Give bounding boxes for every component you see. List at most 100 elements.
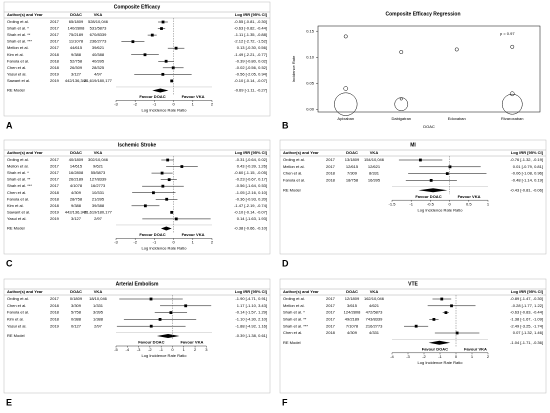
summary-label: -0.38 [-0.66, -0.10] <box>234 226 267 231</box>
study-author: Shah et al. * <box>7 170 29 175</box>
study-year: 2018 <box>50 303 60 308</box>
x-tick-label: -1 <box>153 240 157 245</box>
ci-label: -0.23 [-0.67, 0.17] <box>235 177 267 182</box>
ci-label: 0.13 [-0.30, 0.56] <box>237 45 267 50</box>
study-year: 2019 <box>50 78 60 83</box>
estimate-square <box>440 297 444 301</box>
study-year: 2018 <box>326 330 336 335</box>
column-header: Log IRR [95% CI] <box>511 150 544 155</box>
study-year: 2017 <box>326 157 336 162</box>
study-author: Fanola et al. <box>7 310 29 315</box>
panel-letter: A <box>6 120 13 130</box>
doac-events: 75/2189 <box>69 32 84 37</box>
doac-events: 0/1809 <box>70 296 83 301</box>
estimate-square <box>170 210 174 214</box>
chart-title: Composite Efficacy Regression <box>385 11 460 17</box>
summary-diamond <box>160 226 172 231</box>
doac-events: 14/615 <box>70 164 83 169</box>
panel-title: Ischemic Stroke <box>118 142 157 148</box>
ci-label: 0.07 [-1.32, 1.46] <box>513 330 543 335</box>
study-author: Ording et al. <box>283 296 305 301</box>
x-tick-label: -4 <box>390 354 394 359</box>
bubble <box>343 86 349 91</box>
vka-events: 16/395 <box>368 177 381 182</box>
doac-events: 3/309 <box>71 303 82 308</box>
x-tick-label: -3 <box>114 102 118 107</box>
ci-label: -0.63 [-0.83, -0.44] <box>510 310 543 315</box>
x-tick-label: 1 <box>183 347 186 352</box>
x-tick-label: -3 <box>137 347 141 352</box>
summary-name: RE Model <box>7 226 25 231</box>
y-tick-label: 0.05 <box>306 80 315 85</box>
study-author: Kim et al. <box>7 316 24 321</box>
y-tick-label: 0.00 <box>306 106 315 111</box>
column-header: Author(s) and Year <box>283 150 319 155</box>
x-tick-label: Apixaban <box>337 116 354 121</box>
estimate-square <box>160 27 163 30</box>
study-author: Fanola et al. <box>283 177 305 182</box>
ci-label: -0.28 [-1.77, 1.22] <box>511 303 543 308</box>
summary-label: -0.43 [-0.81, -0.06] <box>510 187 543 192</box>
vka-events: 21,619/180,177 <box>84 78 113 83</box>
x-tick-label: 2 <box>194 347 197 352</box>
favour-right: Favour VKA <box>182 232 205 237</box>
study-author: Fanola et al. <box>7 196 29 201</box>
study-author: Chen et al. <box>7 190 26 195</box>
x-tick-label: -0.5 <box>427 201 435 206</box>
column-header: Log IRR [95% CI] <box>235 12 268 17</box>
ci-label: -1.05 [-2.16, 0.10] <box>235 190 267 195</box>
column-header: Author(s) and Year <box>283 289 319 294</box>
ci-label: -1.38 [-1.67, -1.09] <box>510 316 543 321</box>
vka-events: 1/331 <box>93 303 104 308</box>
ci-label: -1.10 [-4.30, 2.10] <box>235 316 267 321</box>
x-tick-label: -1 <box>438 354 442 359</box>
study-year: 2017 <box>50 45 60 50</box>
doac-events: 4/309 <box>347 330 358 335</box>
study-year: 2017 <box>50 157 60 162</box>
study-year: 2018 <box>50 52 60 57</box>
doac-events: 13/1809 <box>345 157 360 162</box>
column-header: Log IRR [95% CI] <box>235 150 268 155</box>
vka-events: 28/325 <box>92 65 105 70</box>
study-year: 2018 <box>50 316 60 321</box>
vka-events: 4/621 <box>369 303 380 308</box>
favour-right: Favour VKA <box>464 346 487 351</box>
ci-label: -0.76 [-1.32, -0.19] <box>510 157 543 162</box>
panel-frame <box>3 139 271 255</box>
study-author: Yasui et al. <box>7 323 27 328</box>
doac-events: 40/1809 <box>69 157 84 162</box>
column-header: Log IRR [95% CI] <box>235 289 268 294</box>
estimate-square <box>161 20 165 24</box>
panel-letter: F <box>282 397 288 407</box>
column-header: VKA <box>94 150 103 155</box>
summary-label: -0.39 [-1.38, 0.61] <box>235 333 267 338</box>
study-author: Mellon et al. <box>7 45 29 50</box>
estimate-square <box>414 324 418 328</box>
doac-events: 18/758 <box>346 177 359 182</box>
column-header: VKA <box>94 12 103 17</box>
column-header: Author(s) and Year <box>7 289 43 294</box>
x-axis-label: Log Incidence Rate Ratio <box>142 108 188 113</box>
summary-diamond <box>156 334 180 338</box>
study-year: 2019 <box>50 323 60 328</box>
x-tick-label: 2 <box>487 354 490 359</box>
panel-title: VTE <box>408 281 418 287</box>
study-author: Mellon et al. <box>7 164 29 169</box>
vka-events: 1/388 <box>93 316 104 321</box>
favour-left: Favour DOAC <box>415 194 441 199</box>
x-tick-label: -2 <box>133 240 137 245</box>
column-header: DOAC <box>70 289 82 294</box>
study-year: 2017 <box>50 183 60 188</box>
summary-label: -1.04 [-1.71, -0.36] <box>510 340 543 345</box>
y-axis-label: Incidence Rate <box>291 55 296 82</box>
x-tick-label: Edoxaban <box>448 116 466 121</box>
x-axis-label: Log Incidence Rate Ratio <box>142 246 188 251</box>
estimate-square <box>167 178 171 182</box>
doac-events: 28/758 <box>70 196 83 201</box>
ci-label: -1.88 [-4.92, 1.16] <box>235 323 267 328</box>
vka-events: 16/2773 <box>91 183 106 188</box>
column-header: VKA <box>94 289 103 294</box>
x-tick-label: 1 <box>192 102 195 107</box>
study-author: Fanola et al. <box>7 58 29 63</box>
vka-events: 3/395 <box>93 310 104 315</box>
